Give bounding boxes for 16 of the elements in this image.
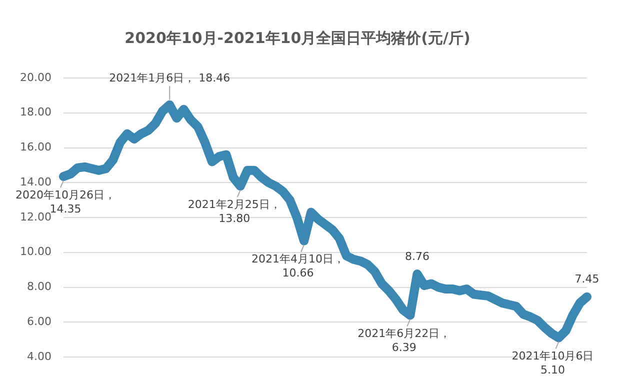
y-tick-label: 18.00 xyxy=(20,106,52,119)
annotation: 2021年1月6日， 18.46 xyxy=(109,72,230,85)
y-tick-label: 8.00 xyxy=(26,280,52,294)
y-tick-label: 4.00 xyxy=(26,350,52,363)
annotation: 2021年6月22日， 6.39 xyxy=(358,327,451,354)
chart-title: 2020年10月-2021年10月全国日平均猪价(元/斤) xyxy=(124,28,470,47)
annotation: 2021年2月25日， 13.80 xyxy=(188,198,281,225)
annotation: 8.76 xyxy=(404,250,430,263)
y-tick-label: 16.00 xyxy=(20,140,52,154)
annotation: 2021年10月6日 5.10 xyxy=(512,350,594,377)
annotation: 2021年4月10日， 10.66 xyxy=(252,252,345,280)
y-tick-label: 10.00 xyxy=(20,245,52,258)
y-tick-label: 6.00 xyxy=(26,314,52,328)
annotation: 7.45 xyxy=(574,272,600,286)
y-tick-label: 20.00 xyxy=(20,70,52,84)
y-tick-label: 14.00 xyxy=(20,175,52,188)
